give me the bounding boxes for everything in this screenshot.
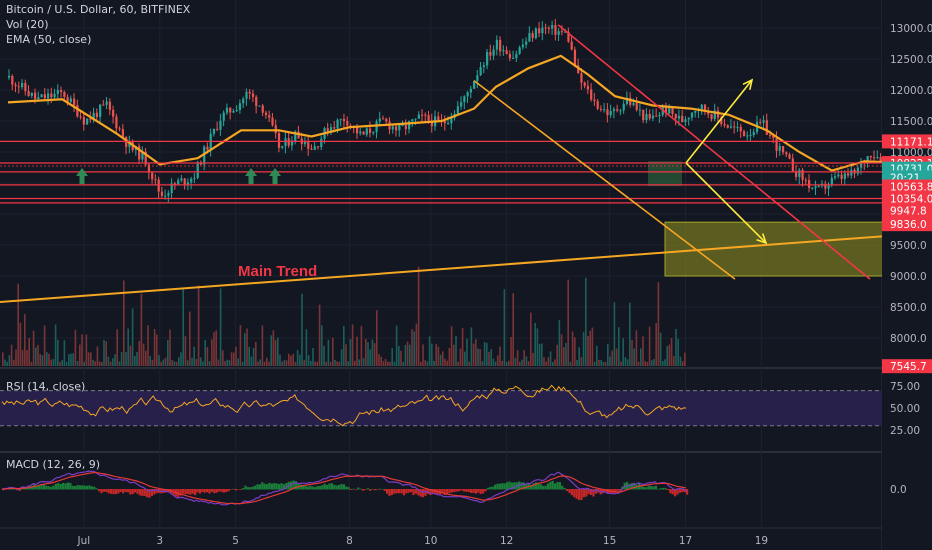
projection-down-arrow[interactable] — [685, 162, 767, 244]
rsi-pane — [0, 384, 882, 427]
price-tag[interactable] — [882, 359, 932, 374]
price-tick-label: 11500.0 — [890, 116, 932, 128]
rsi-tick-label: 25.00 — [890, 425, 920, 437]
channel-upper-line[interactable] — [557, 24, 871, 280]
price-tag-label: 7545.7 — [890, 361, 927, 373]
price-tick-label: 11000.0 — [890, 147, 932, 159]
time-tick-label: 12 — [500, 535, 513, 547]
price-tag-label: 9836.0 — [890, 219, 927, 231]
price-tag-label: 10354.0 — [890, 194, 932, 206]
price-tick-label: 9000.0 — [890, 271, 927, 283]
channel-lower-line[interactable] — [473, 80, 736, 280]
symbol-title[interactable]: Bitcoin / U.S. Dollar, 60, BITFINEX — [6, 3, 191, 16]
time-tick-label: Jul — [77, 535, 91, 547]
time-tick-label: 3 — [156, 535, 163, 547]
price-tags: 11171.110822.110731.020:2110563.810354.0… — [882, 134, 932, 374]
price-tag[interactable] — [882, 179, 932, 194]
ema-line — [7, 54, 900, 172]
drawings: Main Trend — [0, 24, 883, 304]
main-trend-label[interactable]: Main Trend — [238, 263, 317, 280]
signal-line — [1, 471, 687, 505]
macd-legend[interactable]: MACD (12, 26, 9) — [6, 458, 101, 471]
price-tag-label: 11171.1 — [890, 136, 932, 148]
price-tick-label: 8500.0 — [890, 302, 927, 314]
volume-bars — [2, 266, 686, 366]
main-trend-line[interactable] — [0, 235, 883, 304]
consolidation-zone — [648, 161, 682, 187]
price-tag[interactable] — [882, 217, 932, 232]
support-up-arrow[interactable] — [269, 168, 281, 184]
time-tick-label: 5 — [232, 535, 239, 547]
rsi-line — [1, 384, 687, 427]
price-tag[interactable] — [882, 203, 932, 218]
price-tag[interactable] — [882, 134, 932, 149]
horizontal-levels — [0, 140, 882, 204]
main-legend: Bitcoin / U.S. Dollar, 60, BITFINEX Vol … — [6, 2, 190, 47]
rsi-legend[interactable]: RSI (14, close) — [6, 380, 86, 393]
time-tick-label: 10 — [424, 535, 437, 547]
price-tick-label: 12000.0 — [890, 85, 932, 97]
time-tick-label: 19 — [755, 535, 768, 547]
price-tag[interactable] — [882, 191, 932, 206]
price-tick-label: 12500.0 — [890, 54, 932, 66]
rsi-tick-label: 75.00 — [890, 381, 920, 393]
support-up-arrow[interactable] — [76, 168, 88, 184]
ema-legend[interactable]: EMA (50, close) — [6, 33, 92, 46]
price-axis: 13000.012500.012000.011500.011000.010500… — [882, 0, 932, 550]
price-tick-label: 8000.0 — [890, 333, 927, 345]
time-axis: Jul 3 5 8 10 12 15 17 19 — [77, 535, 769, 547]
macd-tick-label: 0.0 — [890, 484, 907, 496]
macd-line — [1, 470, 687, 506]
price-tag-label: 10563.8 — [890, 182, 932, 194]
price-tick-label: 9500.0 — [890, 240, 927, 252]
price-tag-label: 9947.8 — [890, 206, 927, 218]
time-tick-label: 15 — [603, 535, 616, 547]
projection-up-arrow[interactable] — [685, 79, 753, 164]
time-tick-label: 17 — [679, 535, 692, 547]
price-series — [7, 18, 902, 203]
volume-legend[interactable]: Vol (20) — [6, 18, 49, 31]
rsi-tick-label: 50.00 — [890, 403, 920, 415]
zones — [648, 161, 884, 277]
support-up-arrow[interactable] — [245, 168, 257, 184]
macd-pane — [1, 470, 689, 506]
time-tick-label: 8 — [346, 535, 353, 547]
price-tick-label: 13000.0 — [890, 23, 932, 35]
